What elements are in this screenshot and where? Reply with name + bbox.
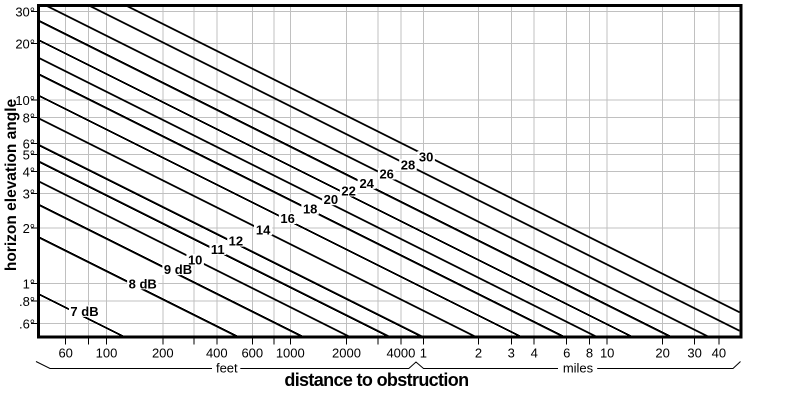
svg-text:2°: 2° (23, 221, 35, 236)
svg-text:30°: 30° (15, 5, 35, 20)
svg-text:40: 40 (712, 346, 726, 361)
svg-text:10: 10 (600, 346, 614, 361)
svg-text:3: 3 (508, 346, 515, 361)
svg-text:feet: feet (216, 360, 238, 375)
svg-text:8: 8 (586, 346, 593, 361)
svg-text:30: 30 (687, 346, 701, 361)
svg-text:20: 20 (655, 346, 669, 361)
svg-text:12: 12 (229, 234, 243, 249)
svg-text:7 dB: 7 dB (70, 304, 98, 319)
svg-text:20: 20 (324, 192, 338, 207)
svg-text:60: 60 (58, 346, 72, 361)
svg-text:miles: miles (563, 360, 594, 375)
svg-text:18: 18 (303, 202, 317, 217)
svg-text:16: 16 (280, 211, 294, 226)
svg-text:10°: 10° (15, 93, 35, 108)
svg-text:20°: 20° (15, 37, 35, 52)
svg-text:22: 22 (341, 184, 355, 199)
svg-text:200: 200 (152, 346, 174, 361)
svg-text:100: 100 (96, 346, 118, 361)
svg-text:400: 400 (206, 346, 228, 361)
svg-text:5°: 5° (23, 148, 35, 163)
svg-text:2: 2 (475, 346, 482, 361)
svg-text:3°: 3° (23, 187, 35, 202)
svg-text:8°: 8° (23, 111, 35, 126)
svg-text:26: 26 (379, 167, 393, 182)
svg-text:11: 11 (211, 242, 225, 257)
svg-text:2000: 2000 (332, 346, 361, 361)
svg-text:1000: 1000 (276, 346, 305, 361)
svg-text:4°: 4° (23, 165, 35, 180)
svg-text:24: 24 (359, 176, 374, 191)
svg-text:9 dB: 9 dB (164, 262, 192, 277)
svg-text:4: 4 (531, 346, 538, 361)
svg-text:6: 6 (563, 346, 570, 361)
svg-text:600: 600 (241, 346, 263, 361)
svg-text:1°: 1° (23, 277, 35, 292)
svg-text:1: 1 (420, 346, 427, 361)
svg-text:.6°: .6° (19, 317, 35, 332)
svg-text:10: 10 (188, 253, 202, 268)
svg-text:28: 28 (401, 158, 415, 173)
svg-text:horizon elevation angle: horizon elevation angle (3, 98, 20, 271)
svg-text:distance to obstruction: distance to obstruction (284, 370, 468, 390)
svg-text:30: 30 (419, 150, 433, 165)
svg-text:.8°: .8° (19, 294, 35, 309)
svg-text:14: 14 (256, 222, 271, 237)
svg-text:8 dB: 8 dB (129, 276, 157, 291)
svg-text:4000: 4000 (386, 346, 415, 361)
svg-text:6°: 6° (23, 137, 35, 152)
